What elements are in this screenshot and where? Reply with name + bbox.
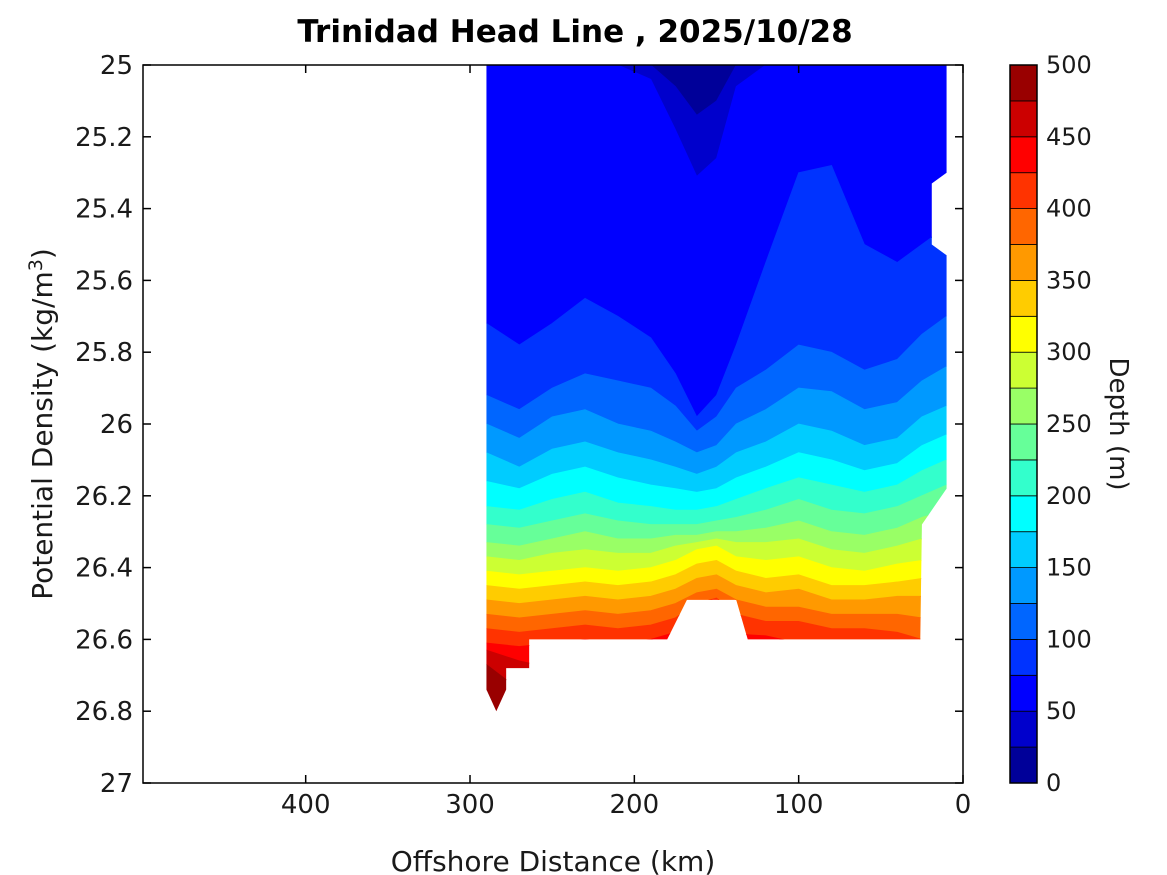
contour-band-425-450m: [486, 621, 947, 712]
x-tick-label: 400: [281, 790, 331, 820]
x-tick-label: 200: [610, 790, 660, 820]
colorbar-segment: [1009, 208, 1038, 245]
colorbar-segment: [1009, 710, 1038, 748]
colorbar-tick-label: 350: [1046, 266, 1092, 294]
colorbar-segment: [1009, 387, 1038, 425]
colorbar-tick-label: 250: [1046, 410, 1092, 438]
colorbar-segment: [1009, 64, 1038, 102]
colorbar-tick-label: 50: [1046, 697, 1077, 725]
colorbar-segment: [1009, 567, 1038, 604]
colorbar-segment: [1009, 495, 1038, 533]
colorbar-segment: [1009, 639, 1038, 676]
colorbar-segment: [1009, 459, 1038, 497]
x-tick-label: 100: [774, 790, 824, 820]
y-tick-label: 27: [100, 769, 133, 799]
colorbar-segment: [1009, 531, 1038, 569]
colorbar-segment: [1009, 603, 1038, 640]
colorbar-segment: [1009, 100, 1038, 138]
colorbar-frame: [1009, 64, 1038, 784]
y-tick-label: 26.8: [75, 697, 133, 727]
colorbar-tick-label: 500: [1046, 51, 1092, 79]
chart-title: Trinidad Head Line , 2025/10/28: [297, 14, 853, 50]
colorbar-tick-label: 0: [1046, 769, 1061, 797]
colorbar-tick-label: 200: [1046, 482, 1092, 510]
colorbar-segment: [1009, 172, 1038, 209]
y-tick-label: 26.4: [75, 554, 133, 584]
y-tick-label: 25.4: [75, 195, 133, 225]
y-tick-label: 25: [100, 51, 133, 81]
contour-band-475-500m: [486, 663, 947, 712]
colorbar-segment: [1009, 315, 1038, 353]
contour-bands: [486, 65, 947, 712]
y-tick-label: 25.6: [75, 266, 133, 296]
colorbar-segment: [1009, 279, 1038, 317]
x-tick-label: 300: [445, 790, 495, 820]
y-tick-label: 25.8: [75, 338, 133, 368]
y-tick-label: 26.2: [75, 482, 133, 512]
x-tick-label: 0: [955, 790, 972, 820]
y-tick-label: 26.6: [75, 625, 133, 655]
colorbar-tick-label: 150: [1046, 554, 1092, 582]
colorbar-tick-label: 450: [1046, 123, 1092, 151]
contour-band-450-475m: [486, 649, 947, 712]
colorbar-segment: [1009, 351, 1038, 389]
colorbar: 0 50 100 150 200 250 300 350 400 450 500: [1009, 51, 1092, 797]
x-axis-label: Offshore Distance (km): [390, 845, 716, 875]
colorbar-segment: [1009, 244, 1038, 281]
colorbar-tick-label: 300: [1046, 338, 1092, 366]
y-tick-label: 26: [100, 410, 133, 440]
colorbar-segment: [1009, 423, 1038, 461]
colorbar-segment: [1009, 674, 1038, 712]
y-tick-label: 25.2: [75, 123, 133, 153]
colorbar-segment: [1009, 746, 1038, 784]
colorbar-tick-label: 400: [1046, 195, 1092, 223]
colorbar-tick-label: 100: [1046, 625, 1092, 653]
colorbar-segment: [1009, 136, 1038, 174]
